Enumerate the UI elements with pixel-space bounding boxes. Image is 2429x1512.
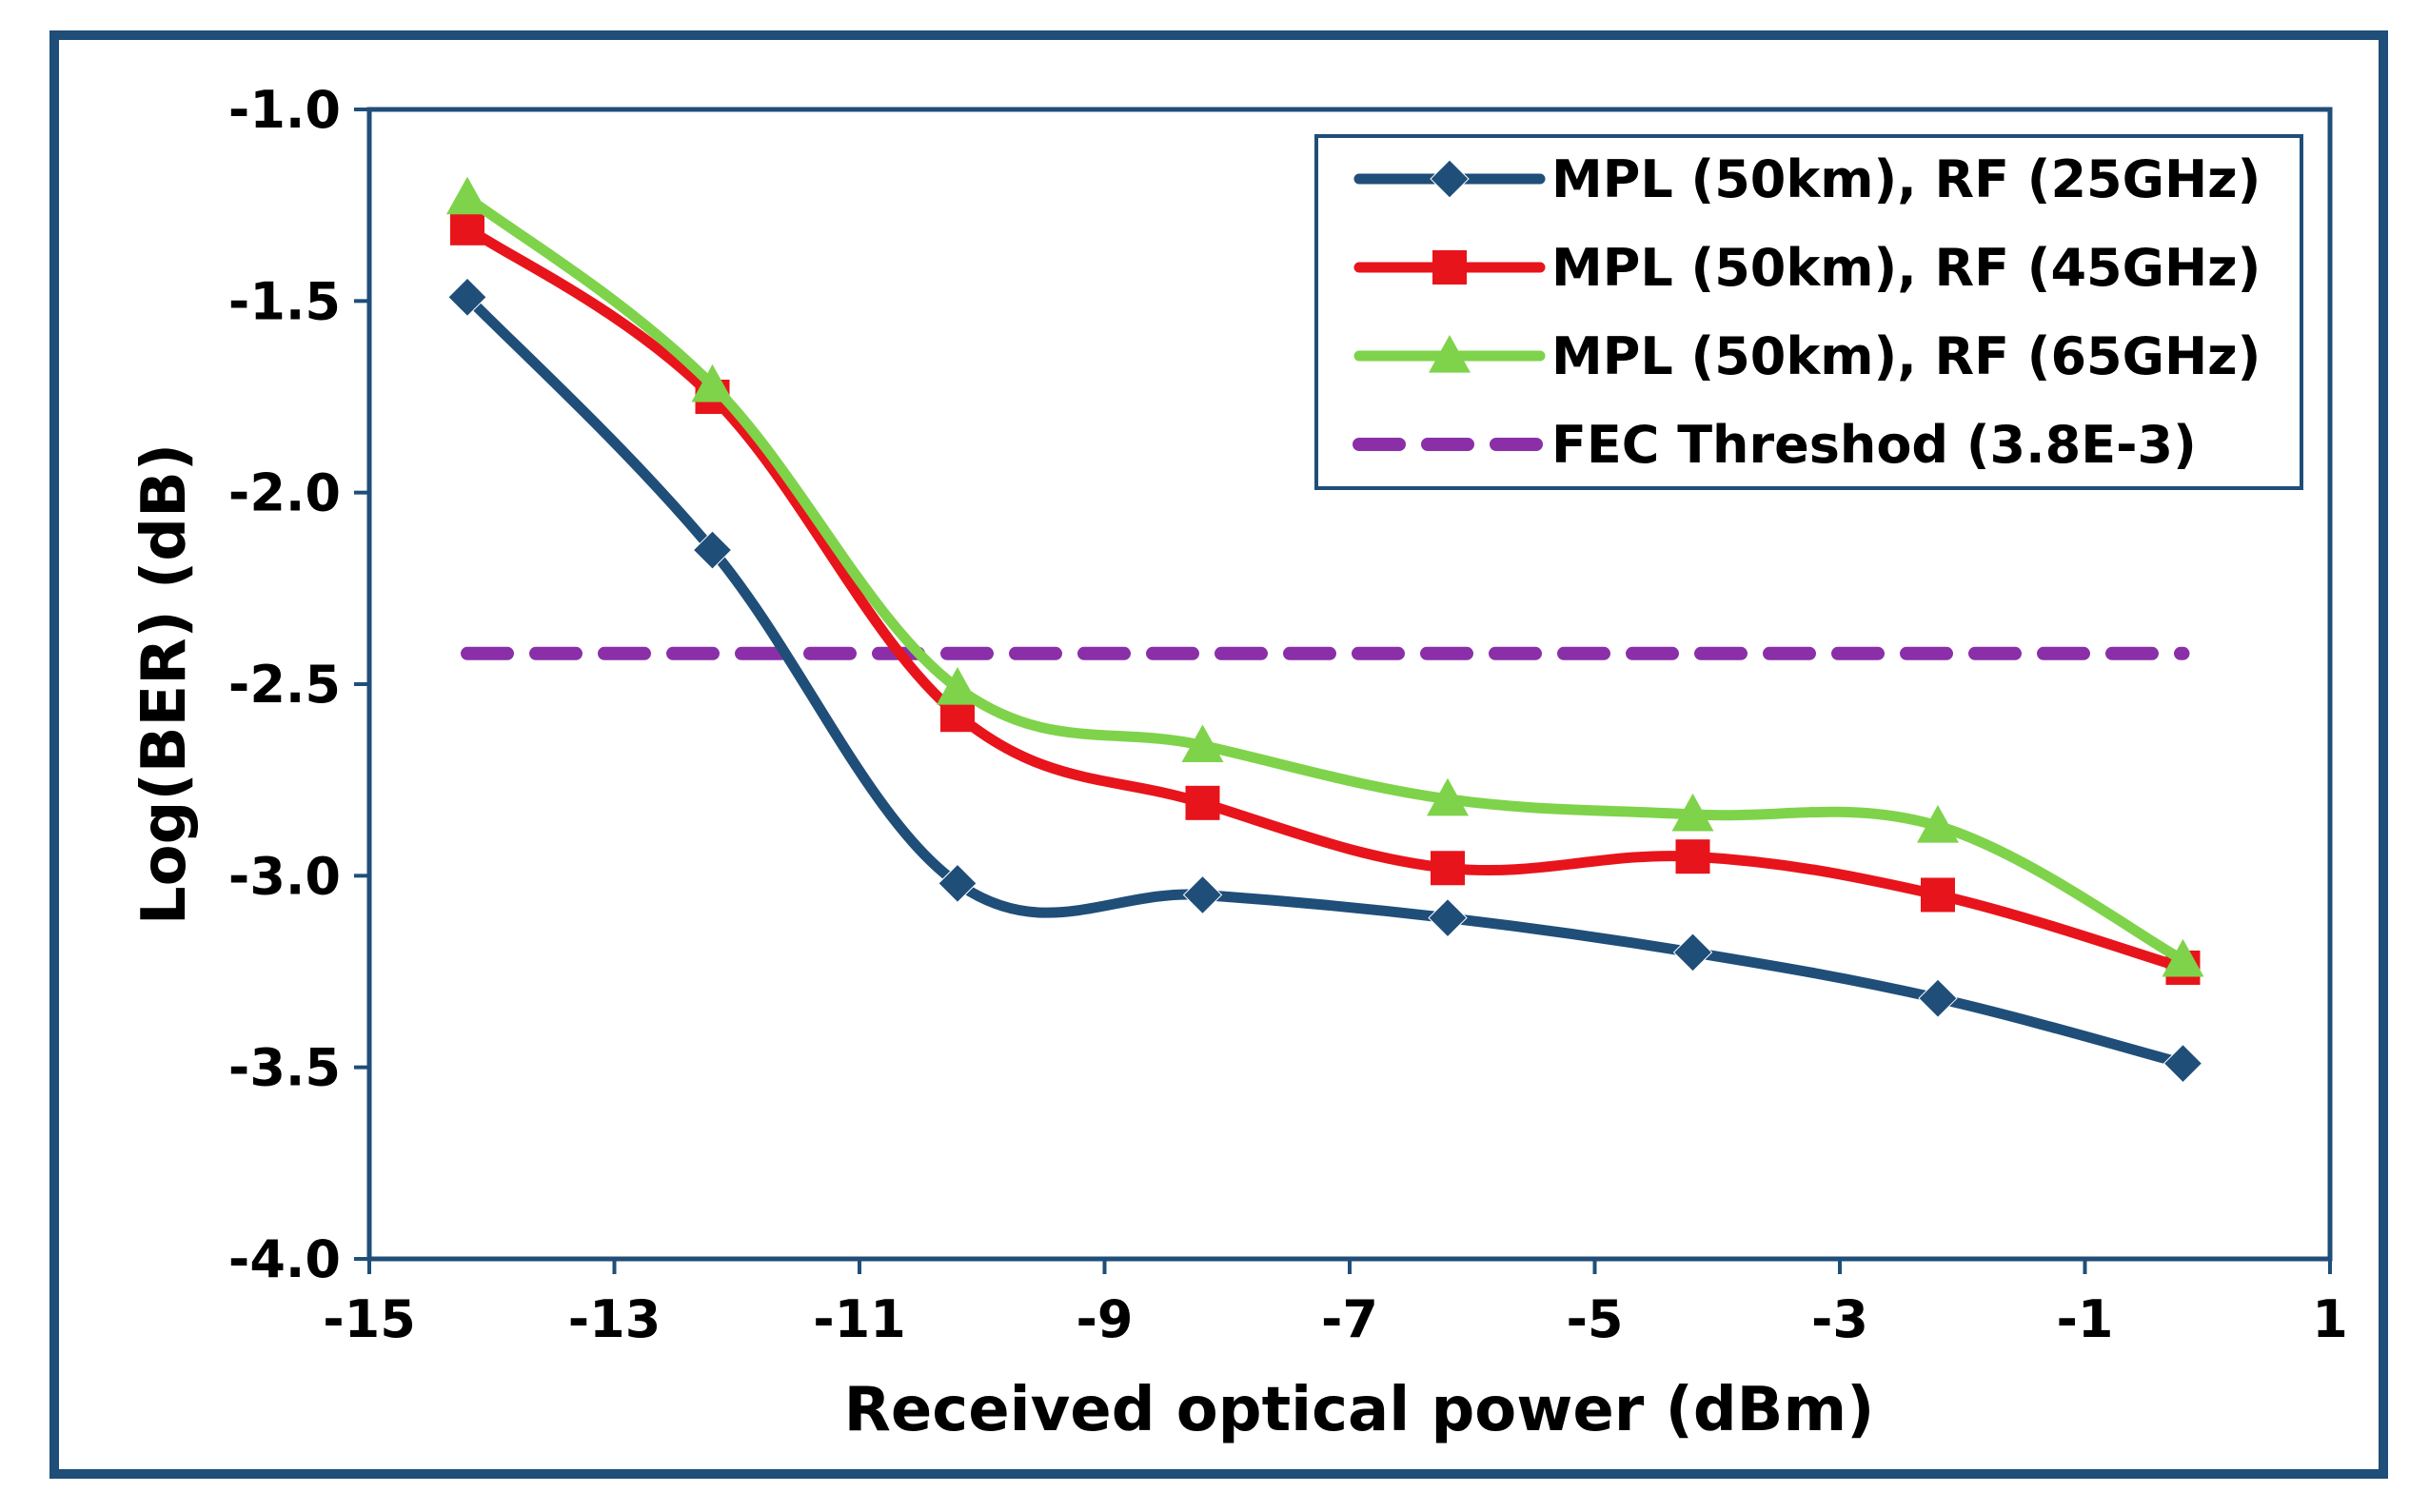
data-point — [1917, 804, 1959, 843]
y-tick-label: -2.5 — [228, 655, 341, 715]
data-point — [1671, 793, 1714, 832]
data-point — [1182, 874, 1223, 915]
y-tick-label: -3.5 — [228, 1038, 341, 1098]
data-point — [447, 277, 487, 318]
data-point — [937, 667, 978, 705]
data-point — [1672, 933, 1713, 972]
data-point — [446, 176, 488, 215]
x-tick-label: -7 — [1321, 1289, 1378, 1349]
series-1 — [447, 277, 2203, 1084]
x-tick-label: -13 — [568, 1289, 662, 1349]
data-point — [692, 530, 733, 570]
plot-layer: -15 -13 -11 -9 -7 -5 -3 -1 1-1.0-1.5-2.0-2.5-3.0… — [228, 80, 2348, 1349]
legend-label: MPL (50km), RF (65GHz) — [1551, 326, 2261, 386]
data-point — [1431, 851, 1465, 886]
y-tick-label: -3.0 — [228, 846, 341, 906]
data-point — [1675, 839, 1710, 874]
legend-item: MPL (50km), RF (25GHz) — [1353, 149, 2261, 209]
x-tick-label: -15 — [323, 1289, 416, 1349]
y-tick-label: -2.0 — [228, 463, 341, 523]
x-tick-label: -9 — [1076, 1289, 1134, 1349]
series-2 — [450, 210, 2201, 985]
x-tick-label: -1 — [2057, 1289, 2114, 1349]
legend-item: FEC Threshod (3.8E-3) — [1353, 415, 2197, 475]
data-point — [1185, 785, 1220, 820]
series-3 — [446, 176, 2204, 977]
legend: MPL (50km), RF (25GHz) MPL (50km), RF (45… — [1314, 134, 2303, 490]
legend-label: MPL (50km), RF (25GHz) — [1551, 149, 2261, 209]
data-point — [691, 363, 734, 403]
legend-marker — [1429, 335, 1471, 373]
data-point — [1921, 877, 1955, 913]
data-point — [1181, 724, 1224, 763]
legend-item: MPL (50km), RF (65GHz) — [1353, 326, 2261, 386]
data-point — [2162, 1043, 2203, 1084]
series-line — [462, 223, 2188, 973]
legend-item: MPL (50km), RF (45GHz) — [1353, 238, 2261, 298]
series-line — [462, 192, 2188, 966]
y-tick-label: -1.0 — [228, 80, 341, 140]
x-tick-label: -3 — [1811, 1289, 1868, 1349]
y-tick-label: -1.5 — [228, 271, 341, 331]
data-point — [938, 863, 978, 904]
legend-label: MPL (50km), RF (45GHz) — [1551, 238, 2261, 298]
data-point — [2162, 938, 2204, 977]
legend-box — [1314, 134, 2303, 490]
y-tick-label: -4.0 — [228, 1229, 341, 1289]
data-point — [1918, 978, 1958, 1018]
x-tick-label: -11 — [813, 1289, 906, 1349]
x-tick-label: 1 — [2312, 1289, 2348, 1349]
x-tick-label: -5 — [1567, 1289, 1624, 1349]
data-point — [1428, 897, 1468, 938]
legend-marker — [1430, 159, 1470, 199]
legend-marker — [1432, 250, 1467, 285]
data-point — [450, 210, 484, 245]
x-axis-title: Received optical power (dBm) — [844, 1375, 1875, 1445]
legend-label: FEC Threshod (3.8E-3) — [1551, 415, 2197, 475]
y-axis-title: Log(BER) (dB) — [129, 443, 200, 925]
data-point — [1427, 777, 1469, 816]
